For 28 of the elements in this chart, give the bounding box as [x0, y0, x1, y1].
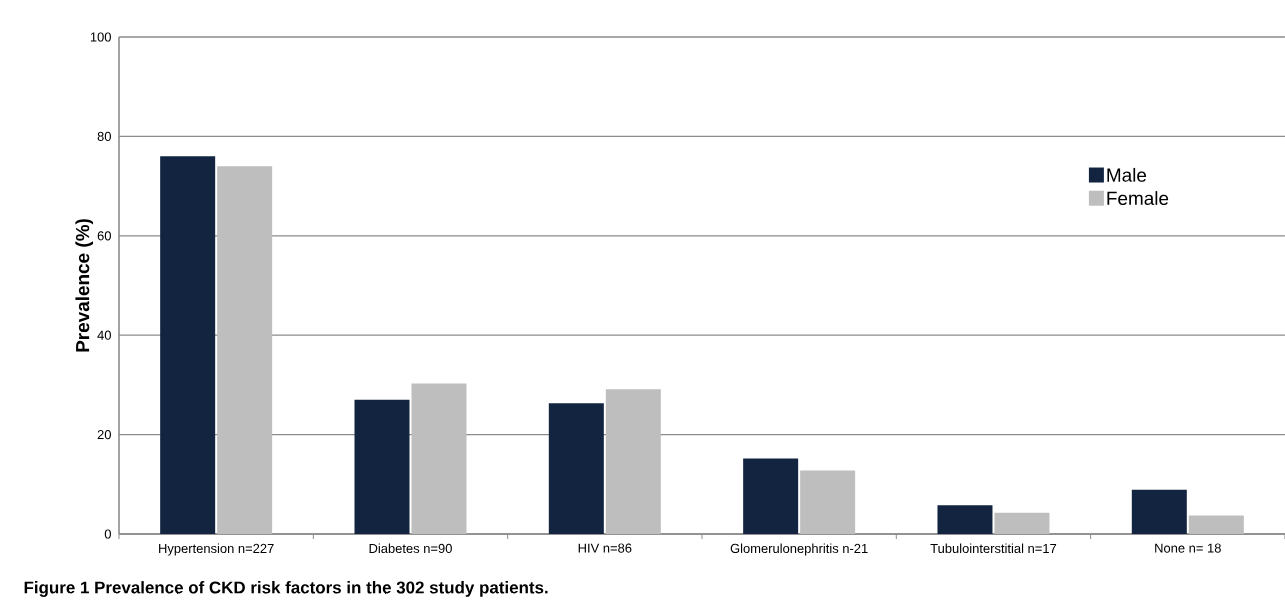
x-tick-label: Hypertension n=227 — [159, 543, 274, 556]
x-tick-label: HIV n=86 — [578, 543, 632, 553]
y-tick-label: 20 — [97, 430, 111, 440]
bar — [937, 505, 993, 534]
x-tick-label: Diabetes n=90 — [369, 543, 452, 554]
x-tick-label: Tubulointerstitial n=17 — [930, 543, 1057, 554]
bar — [160, 156, 216, 534]
bar — [354, 399, 410, 534]
caption: Figure 1 Prevalence of CKD risk factors in the 302 study patients. — [24, 581, 548, 597]
bar — [411, 383, 467, 534]
bar — [217, 166, 273, 534]
y-tick-label: 40 — [97, 330, 111, 340]
bar — [1188, 515, 1244, 534]
bar — [548, 403, 604, 534]
legend-label: Male — [1107, 167, 1147, 182]
x-tick-label: None n= 18 — [1155, 543, 1221, 553]
bar — [800, 470, 856, 534]
y-tick-label: 60 — [97, 231, 111, 241]
x-tick-label: Glomerulonephritis n-21 — [730, 543, 868, 556]
bar — [605, 389, 661, 534]
legend-label: Female — [1107, 191, 1169, 206]
y-tick-label: 100 — [90, 32, 111, 42]
y-tick-label: 80 — [97, 131, 111, 141]
bar — [1131, 489, 1187, 534]
bar — [994, 512, 1050, 534]
bar — [743, 458, 799, 534]
y-tick-label: 0 — [104, 529, 111, 539]
y-axis-title: Prevalence (%) — [75, 219, 94, 352]
